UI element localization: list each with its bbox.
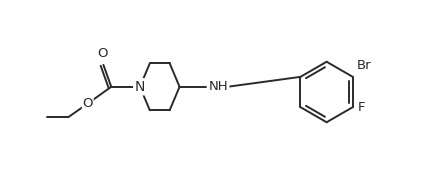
Text: F: F xyxy=(358,101,366,114)
Text: N: N xyxy=(135,80,145,94)
Text: O: O xyxy=(82,97,93,110)
Text: NH: NH xyxy=(209,80,228,93)
Text: Br: Br xyxy=(356,59,371,72)
Text: O: O xyxy=(97,47,108,60)
